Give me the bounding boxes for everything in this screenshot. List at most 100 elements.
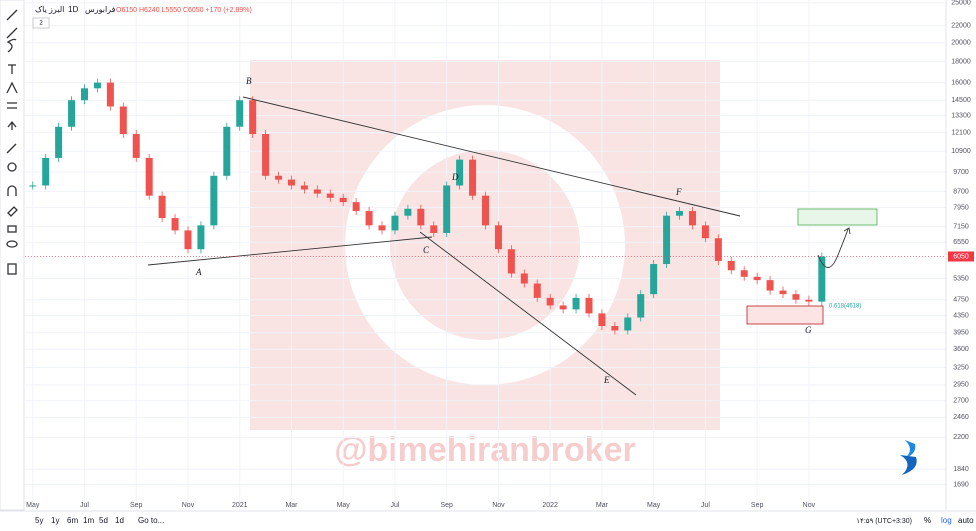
candle-body — [326, 193, 334, 198]
y-tick-label: 12100 — [951, 129, 971, 136]
candle-body — [507, 249, 515, 274]
candle-body — [637, 294, 645, 318]
candle-body — [262, 134, 270, 176]
y-tick-label: 1840 — [953, 466, 969, 473]
range-button[interactable]: 1d — [115, 516, 124, 525]
y-tick-label: 3600 — [953, 346, 969, 353]
candle-body — [171, 218, 179, 231]
y-tick-label: 16000 — [951, 79, 971, 86]
x-tick-label: Sep — [440, 502, 453, 509]
candle-body — [352, 202, 360, 212]
badge[interactable] — [32, 17, 50, 29]
candle-body — [249, 100, 257, 135]
exchange: فرابورس — [85, 5, 116, 14]
x-tick-label: Jul — [80, 502, 89, 509]
target-box — [797, 208, 878, 226]
candle-body — [688, 211, 696, 226]
time: ۱۴:۵۹ (UTC+3:30) — [856, 518, 912, 525]
y-tick-label: 1690 — [953, 481, 969, 488]
trend-line — [147, 236, 433, 266]
y-tick-label: 25000 — [951, 0, 971, 7]
support-box — [746, 305, 824, 325]
scale-option[interactable]: auto — [958, 516, 974, 525]
y-tick-label: 7150 — [953, 223, 969, 230]
candle-body — [55, 126, 63, 158]
wave-point: F — [675, 187, 682, 197]
candle-body — [494, 225, 502, 250]
ohlc: O6150 H6240 L5550 C6050 +170 (+2.89%) — [116, 7, 252, 14]
candle-body — [287, 179, 295, 186]
candle-body — [520, 273, 528, 284]
wave-point: E — [603, 375, 610, 385]
x-tick-label: Sep — [751, 502, 764, 509]
candle-body — [404, 208, 412, 216]
arrow-head — [843, 227, 851, 235]
candle-body — [158, 195, 166, 219]
trend-line — [242, 96, 741, 217]
goto-button[interactable]: Go to... — [138, 516, 164, 525]
candle-body — [430, 225, 438, 233]
range-button[interactable]: 5y — [35, 516, 43, 525]
last-price-box — [948, 251, 974, 262]
candle-body — [313, 189, 321, 194]
candle-body — [417, 208, 425, 226]
x-tick-label: Sep — [130, 502, 143, 509]
x-tick-label: May — [26, 502, 40, 509]
fib-label: 0.618(4618) — [829, 304, 861, 310]
candle-body — [29, 185, 37, 187]
range-button[interactable]: 1y — [51, 516, 59, 525]
x-tick-label: Mar — [285, 502, 298, 509]
scale-option[interactable]: % — [924, 516, 931, 525]
candle-body — [391, 215, 399, 231]
candle-body — [818, 256, 826, 302]
y-tick-label: 9700 — [953, 169, 969, 176]
y-tick-label: 4750 — [953, 297, 969, 304]
x-tick-label: Mar — [596, 502, 609, 509]
candle-body — [546, 297, 554, 306]
candle-body — [624, 317, 632, 331]
candle-body — [559, 305, 567, 310]
candle-body — [81, 88, 89, 101]
footer: 5y 1y 6m 1m 5d 1d% log auto — [35, 516, 974, 525]
candle-body — [456, 159, 464, 186]
interval: 1D — [68, 5, 78, 14]
x-tick-label: Nov — [492, 502, 505, 509]
wave-point: B — [246, 76, 252, 86]
candle-body — [443, 185, 451, 233]
range-button[interactable]: 5d — [99, 516, 108, 525]
tool-icons[interactable] — [6, 9, 18, 275]
candle-body — [663, 215, 671, 265]
badge-count[interactable]: 2 — [39, 21, 43, 27]
candle-body — [740, 270, 748, 277]
candle-body — [482, 195, 489, 226]
symbol: البرز یاک — [35, 5, 64, 14]
candle-body — [727, 260, 735, 271]
candle-body — [378, 225, 386, 231]
candle-body — [236, 100, 244, 127]
candle-body — [42, 157, 50, 186]
candles — [29, 78, 826, 335]
y-tick-label: 20000 — [951, 40, 971, 47]
y-tick-label: 8700 — [953, 188, 969, 195]
y-tick-label: 18000 — [951, 58, 971, 65]
wave-point: C — [423, 245, 430, 255]
x-tick-label: Nov — [803, 502, 816, 509]
candle-body — [184, 230, 192, 250]
candle-body — [701, 225, 709, 239]
wave-point: D — [451, 172, 459, 182]
left-toolbar — [0, 0, 25, 511]
candle-body — [598, 313, 606, 327]
x-tick-label: 2022 — [542, 502, 558, 509]
scale-option[interactable]: log — [941, 516, 952, 525]
range-button[interactable]: 1m — [83, 516, 94, 525]
range-button[interactable]: 6m — [67, 516, 78, 525]
candle-body — [792, 294, 800, 300]
candle-body — [469, 159, 477, 196]
candle-body — [68, 100, 76, 127]
x-tick-label: May — [337, 502, 351, 509]
y-tick-label: 4350 — [953, 312, 969, 319]
wave-point: G — [805, 325, 812, 335]
broker-logo — [900, 440, 917, 475]
